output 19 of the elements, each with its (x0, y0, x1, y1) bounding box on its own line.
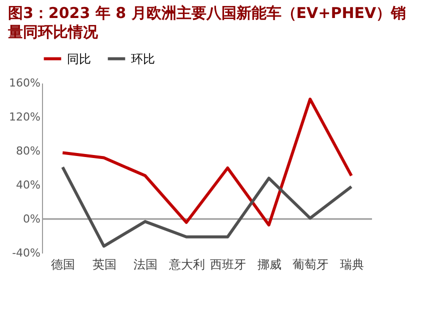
legend-label: 同比 (67, 52, 91, 66)
x-tick-label: 英国 (92, 258, 116, 272)
y-tick-label: -40% (12, 246, 40, 260)
y-tick-label: 80% (16, 144, 40, 158)
legend-label: 环比 (131, 52, 155, 66)
chart-title: 图3：2023 年 8 月欧洲主要八国新能车（EV+PHEV）销量同环比情况 (8, 4, 408, 42)
y-tick-label: 120% (9, 110, 40, 124)
y-tick-label: 0% (23, 212, 40, 226)
x-tick-label: 葡萄牙 (292, 258, 329, 272)
line-series (61, 98, 353, 226)
x-tick-label: 瑞典 (340, 258, 364, 272)
y-tick-label: 40% (16, 178, 40, 192)
x-tick-label: 法国 (134, 258, 158, 272)
x-tick-label: 德国 (51, 258, 76, 272)
x-tick-label: 西班牙 (210, 258, 246, 272)
y-tick-label: 160% (9, 76, 40, 90)
x-tick-label: 意大利 (168, 258, 205, 272)
line-series (61, 166, 353, 248)
x-tick-label: 挪威 (257, 258, 282, 272)
